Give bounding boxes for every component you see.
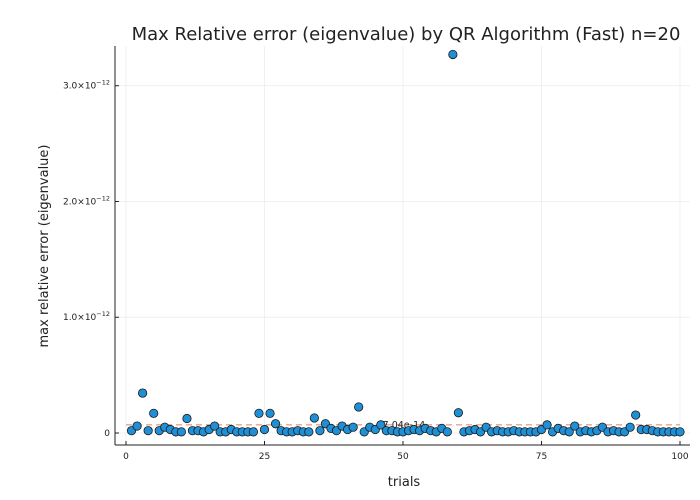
x-tick-label: 25 — [259, 452, 270, 462]
data-point — [542, 420, 552, 430]
axes: 0 25 50 75 100 0 1.0×10−12 2.0×10−12 3.0×10−12 — [63, 46, 690, 462]
data-point — [149, 408, 159, 418]
data-point — [442, 427, 452, 437]
data-point — [176, 427, 186, 437]
data-point — [254, 408, 264, 418]
data-point — [210, 421, 220, 431]
data-point — [265, 408, 275, 418]
data-point — [675, 427, 685, 437]
data-point — [309, 413, 319, 423]
x-axis-label: trials — [388, 475, 421, 490]
data-point — [348, 422, 358, 432]
x-tick-label: 0 — [123, 452, 129, 462]
data-point — [138, 388, 148, 398]
data-point — [570, 421, 580, 431]
data-point — [248, 427, 259, 437]
data-point — [143, 426, 153, 436]
y-tick-label: 3.0×10−12 — [63, 79, 110, 92]
data-point — [270, 419, 281, 429]
data-point — [631, 410, 641, 420]
data-point — [448, 49, 458, 60]
data-point — [259, 424, 270, 435]
x-tick-label: 50 — [397, 452, 409, 462]
mean-annotation: 7.04e-14 — [383, 420, 426, 431]
data-point — [453, 408, 463, 418]
data-point — [315, 426, 325, 436]
x-tick-label: 75 — [536, 452, 547, 462]
data-point — [304, 427, 314, 437]
data-point — [354, 402, 364, 412]
data-point — [564, 427, 574, 437]
data-point — [376, 420, 386, 430]
y-tick-label: 2.0×10−12 — [63, 194, 110, 207]
data-point — [625, 422, 635, 432]
y-tick-label: 1.0×10−12 — [63, 310, 110, 323]
y-axis-label: max relative error (eigenvalue) — [37, 145, 52, 348]
data-points — [126, 49, 685, 437]
grid — [115, 46, 690, 445]
chart-title: Max Relative error (eigenvalue) by QR Al… — [132, 24, 681, 45]
data-point — [132, 421, 142, 431]
y-tick-label: 0 — [104, 429, 110, 439]
x-tick-label: 100 — [671, 452, 688, 462]
data-point — [182, 413, 192, 424]
